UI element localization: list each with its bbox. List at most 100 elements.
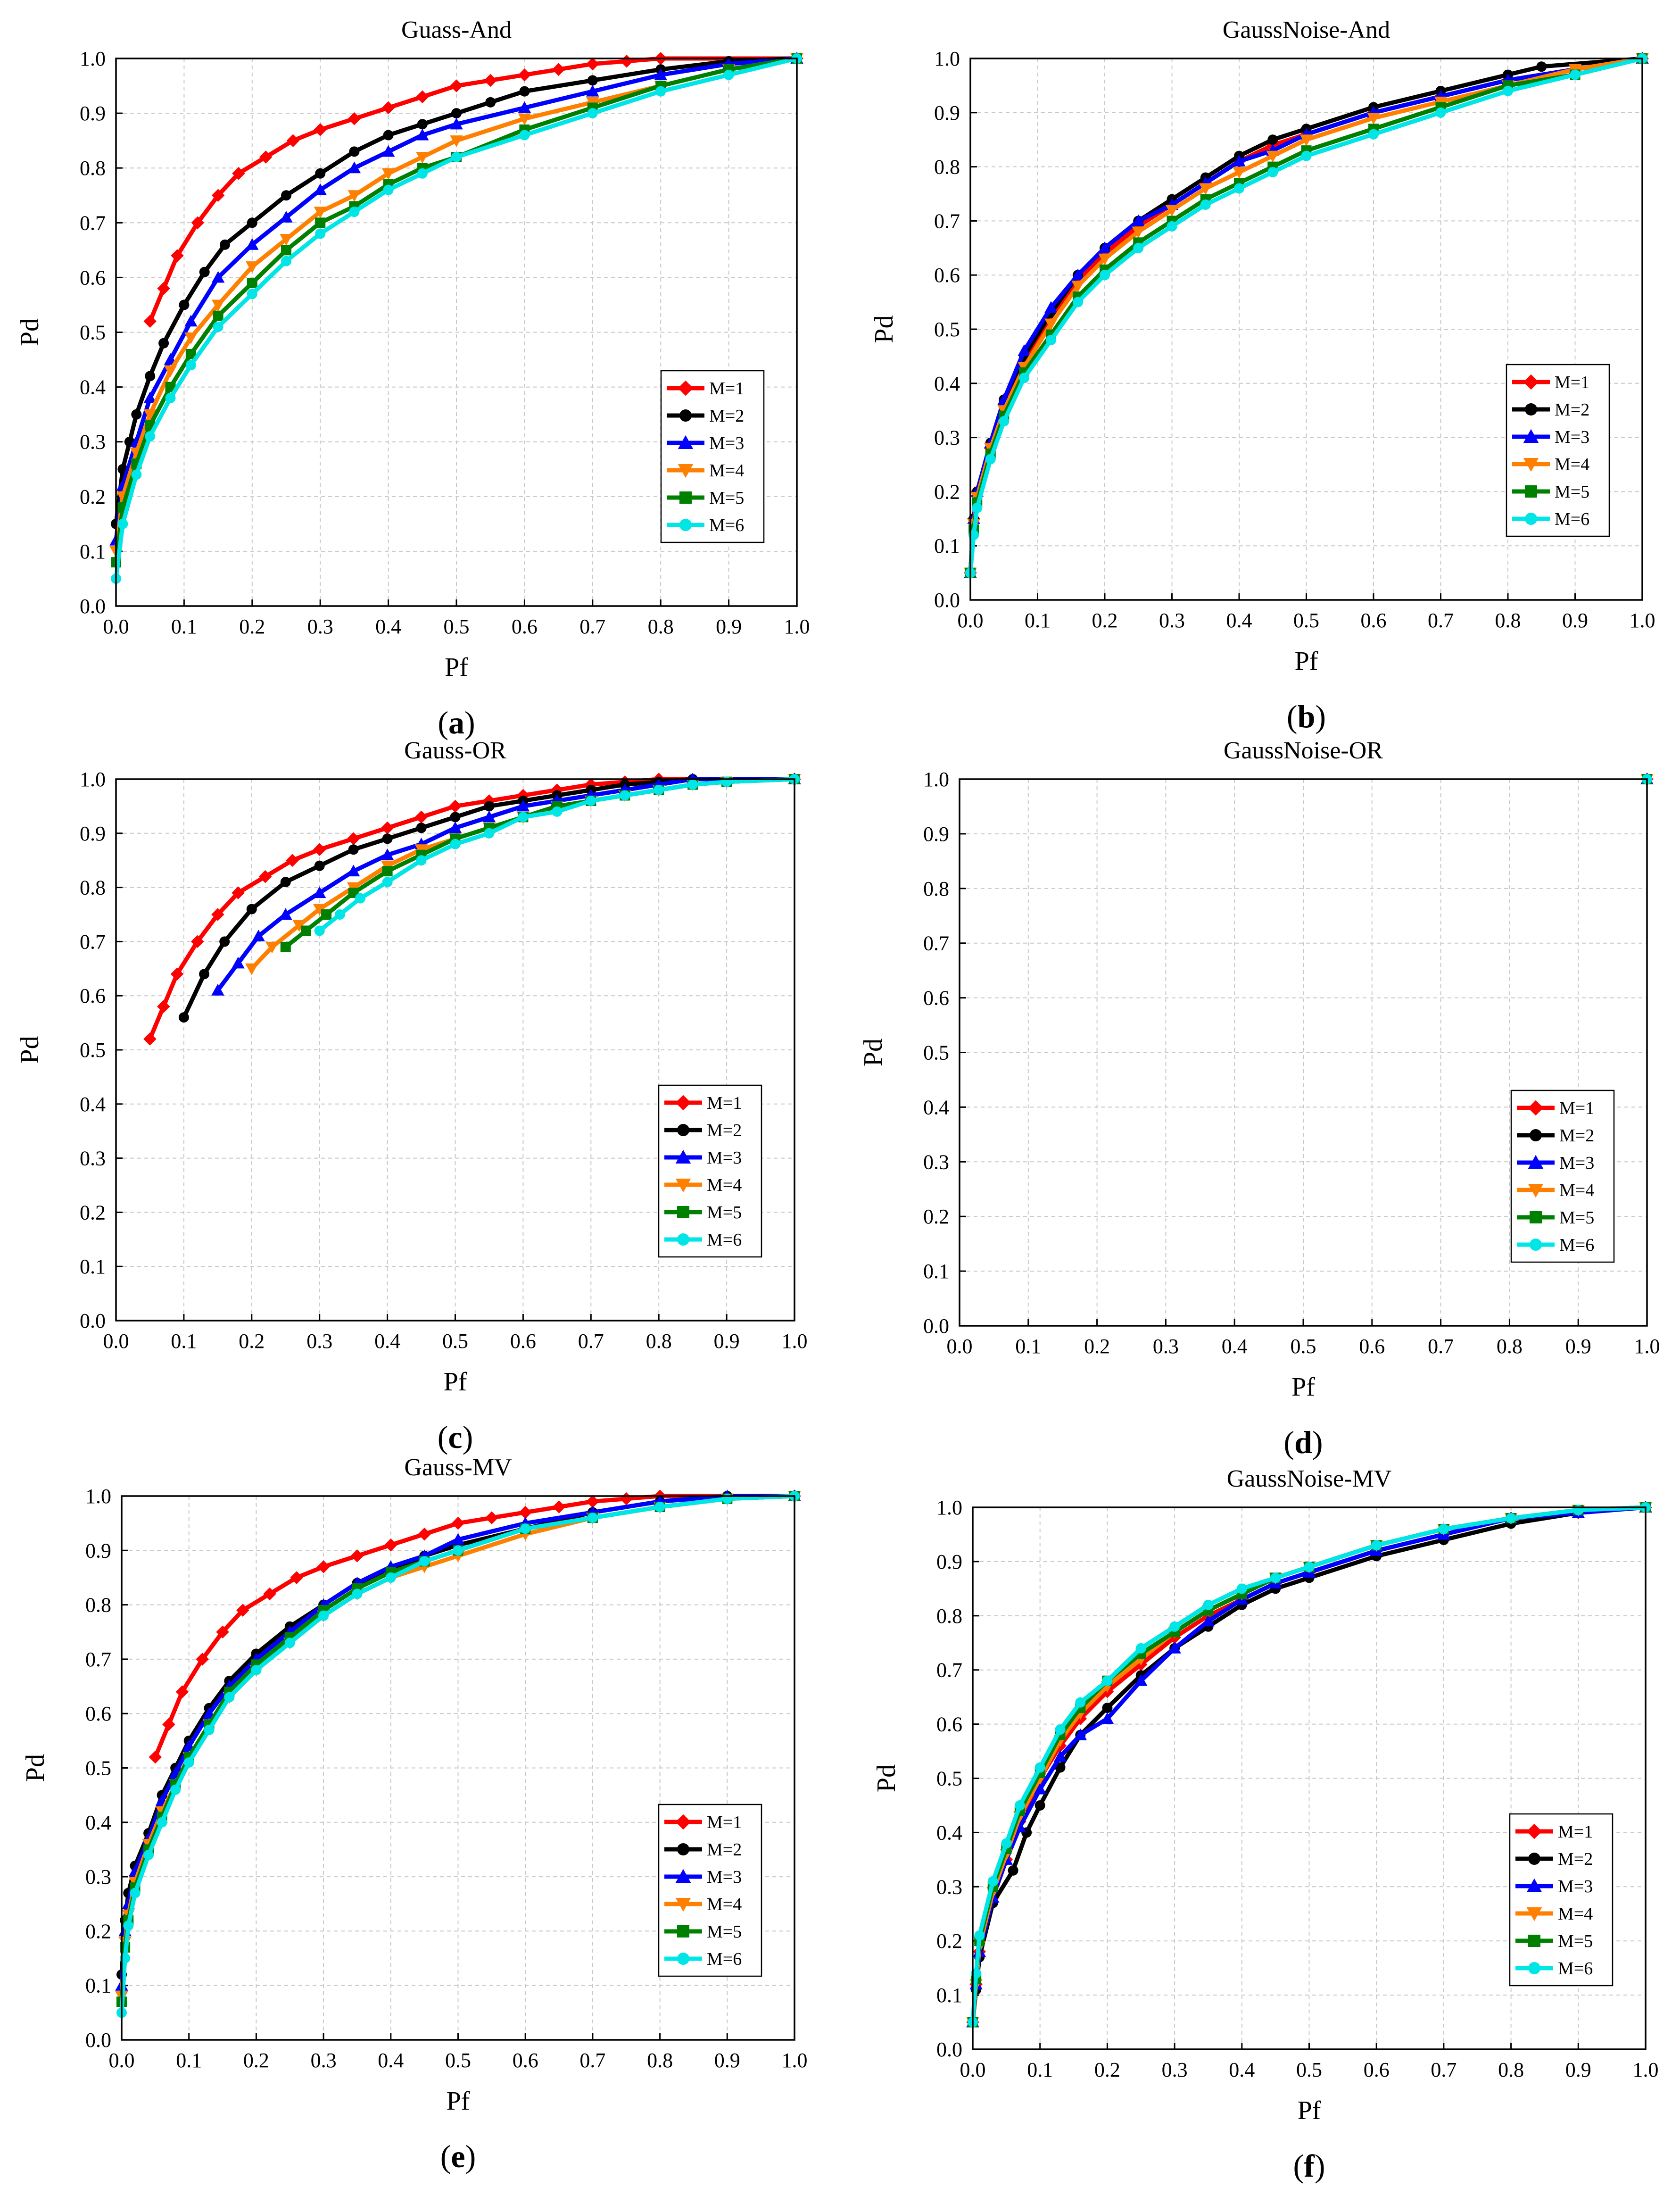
legend-item: M=6 — [664, 1949, 742, 1969]
data-point — [450, 117, 463, 130]
y-tick-label: 0.5 — [936, 1767, 962, 1790]
legend-label: M=4 — [1558, 1904, 1593, 1924]
x-tick-label: 0.4 — [1229, 2058, 1255, 2081]
legend-label: M=6 — [707, 1949, 742, 1969]
y-tick-label: 0.9 — [80, 822, 106, 845]
y-tick-label: 0.8 — [80, 876, 106, 899]
data-point — [414, 810, 428, 824]
x-tick-label: 0.4 — [374, 1330, 400, 1353]
data-point — [170, 1784, 181, 1795]
legend-label: M=3 — [1558, 1877, 1593, 1896]
y-axis-label: Pd — [869, 315, 899, 343]
data-point — [334, 909, 345, 920]
panel-caption: (c) — [438, 1419, 473, 1455]
y-tick-label: 0.0 — [936, 2038, 962, 2061]
legend-item: M=1 — [667, 379, 744, 399]
y-tick-label: 0.3 — [934, 426, 960, 449]
data-point — [1435, 107, 1446, 118]
data-point — [1101, 1712, 1114, 1724]
panel-caption: (a) — [438, 705, 475, 740]
y-tick-label: 0.1 — [80, 1255, 106, 1278]
data-point — [1536, 61, 1547, 72]
data-point — [184, 333, 198, 344]
data-point — [211, 908, 224, 921]
x-tick-label: 0.9 — [1565, 1335, 1591, 1358]
data-point — [213, 321, 223, 332]
y-tick-label: 0.8 — [85, 1594, 111, 1617]
grid — [960, 779, 1647, 1326]
legend-marker — [675, 1179, 691, 1193]
data-point — [384, 1538, 397, 1552]
legend-label: M=3 — [1559, 1153, 1594, 1173]
chart-title: Gauss-MV — [404, 1454, 512, 1481]
data-point — [183, 1757, 194, 1768]
legend-label: M=1 — [1555, 373, 1589, 392]
legend: M=1 M=2 M=3 M=4 M=5 M=6 — [658, 1084, 762, 1258]
y-tick-label: 0.2 — [85, 1920, 111, 1943]
y-tick-label: 0.5 — [85, 1757, 111, 1780]
data-point — [451, 151, 462, 162]
x-axis-label: Pf — [447, 2087, 470, 2116]
data-point — [280, 941, 291, 952]
data-point — [315, 228, 326, 239]
data-point — [1267, 167, 1278, 178]
legend-box — [1506, 364, 1610, 537]
data-point — [450, 135, 463, 147]
data-point — [1266, 150, 1279, 163]
legend-item: M=1 — [1517, 1098, 1594, 1118]
legend-label: M=4 — [1559, 1181, 1594, 1200]
x-tick-label: 0.5 — [445, 2049, 471, 2072]
data-point — [987, 1876, 998, 1887]
legend-marker — [1526, 1907, 1542, 1921]
data-point — [1019, 373, 1029, 383]
series-line — [968, 56, 1645, 575]
legend-box — [658, 1804, 762, 1977]
data-point — [314, 183, 327, 195]
data-point — [211, 271, 225, 283]
legend-item: M=2 — [664, 1121, 742, 1140]
data-point — [381, 101, 395, 115]
data-point — [687, 779, 698, 790]
x-tick-label: 0.8 — [1497, 1335, 1523, 1358]
data-point — [586, 1495, 599, 1508]
data-point — [516, 799, 530, 812]
data-point — [348, 190, 361, 202]
y-tick-label: 0.7 — [923, 932, 949, 955]
data-point — [1201, 1614, 1215, 1627]
legend-marker — [1526, 1878, 1542, 1892]
data-point — [1270, 1572, 1281, 1583]
x-tick-label: 0.6 — [510, 1330, 536, 1353]
data-point — [620, 790, 630, 801]
data-point — [321, 909, 332, 920]
data-point — [552, 63, 565, 76]
y-tick-label: 0.5 — [923, 1041, 949, 1064]
y-axis-label: Pd — [15, 318, 44, 346]
data-point — [519, 86, 530, 97]
data-point — [972, 502, 983, 513]
legend-marker — [677, 1124, 689, 1136]
series-M-6 — [968, 1502, 1651, 2028]
data-point — [247, 217, 257, 228]
data-point — [1233, 155, 1246, 167]
data-point — [1046, 334, 1056, 345]
legend-marker — [1530, 1239, 1542, 1251]
data-point — [587, 1513, 598, 1523]
data-point — [1169, 1621, 1180, 1632]
legend-label: M=1 — [707, 1093, 742, 1113]
data-point — [143, 391, 157, 403]
legend-item: M=1 — [1512, 373, 1589, 392]
data-point — [175, 1685, 189, 1698]
legend-box — [658, 1084, 762, 1258]
data-point — [1503, 85, 1513, 96]
legend-item: M=5 — [664, 1922, 742, 1942]
legend-item: M=4 — [667, 461, 744, 481]
legend-marker — [1523, 429, 1539, 443]
legend-marker — [1530, 1211, 1542, 1223]
data-point — [1053, 1750, 1067, 1762]
legend-marker — [1528, 1935, 1540, 1947]
series-line — [148, 777, 797, 1041]
x-tick-label: 0.3 — [1153, 1335, 1179, 1358]
data-point — [721, 776, 732, 787]
x-tick-label: 0.7 — [578, 1330, 604, 1353]
x-tick-label: 0.9 — [714, 2049, 740, 2072]
